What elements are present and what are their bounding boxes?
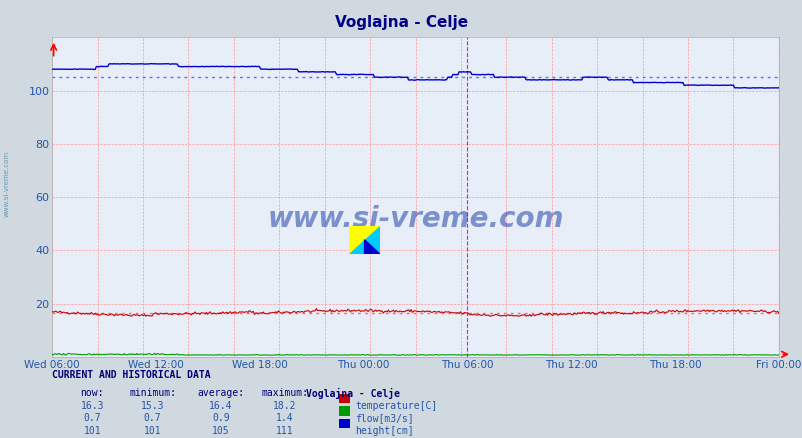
Polygon shape [349,226,379,254]
Polygon shape [364,240,379,254]
Text: flow[m3/s]: flow[m3/s] [354,413,413,423]
Text: maximum:: maximum: [261,388,308,398]
Text: minimum:: minimum: [129,388,176,398]
Text: average:: average: [197,388,244,398]
Text: 0.7: 0.7 [83,413,101,423]
Text: 16.4: 16.4 [209,401,233,411]
Text: www.si-vreme.com: www.si-vreme.com [267,205,563,233]
Text: 101: 101 [144,426,161,436]
Text: 18.2: 18.2 [273,401,297,411]
Text: temperature[C]: temperature[C] [354,401,436,411]
Text: 0.9: 0.9 [212,413,229,423]
Text: now:: now: [80,388,104,398]
Text: height[cm]: height[cm] [354,426,413,436]
Text: Voglajna - Celje: Voglajna - Celje [306,388,400,399]
Polygon shape [349,226,379,254]
Text: Voglajna - Celje: Voglajna - Celje [334,15,468,30]
Text: 1.4: 1.4 [276,413,294,423]
Text: 111: 111 [276,426,294,436]
Text: CURRENT AND HISTORICAL DATA: CURRENT AND HISTORICAL DATA [52,370,211,380]
Text: 101: 101 [83,426,101,436]
Text: 0.7: 0.7 [144,413,161,423]
Text: www.si-vreme.com: www.si-vreme.com [3,151,10,217]
Text: 105: 105 [212,426,229,436]
Text: 15.3: 15.3 [140,401,164,411]
Text: 16.3: 16.3 [80,401,104,411]
